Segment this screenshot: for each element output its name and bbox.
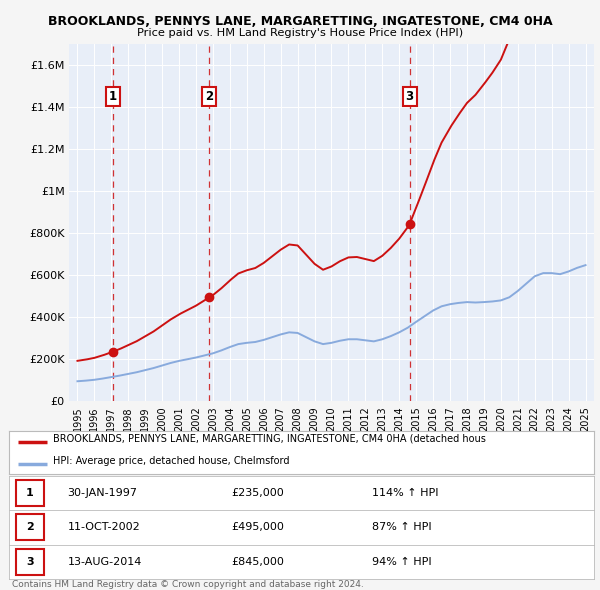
Text: HPI: Average price, detached house, Chelmsford: HPI: Average price, detached house, Chel… [53,455,289,466]
Text: £845,000: £845,000 [232,557,284,566]
Text: Price paid vs. HM Land Registry's House Price Index (HPI): Price paid vs. HM Land Registry's House … [137,28,463,38]
Text: £235,000: £235,000 [232,489,284,498]
Text: 11-OCT-2002: 11-OCT-2002 [67,523,140,532]
Text: 114% ↑ HPI: 114% ↑ HPI [372,489,438,498]
FancyBboxPatch shape [16,549,44,575]
Text: 2: 2 [205,90,213,103]
Text: 3: 3 [26,557,34,566]
Text: BROOKLANDS, PENNYS LANE, MARGARETTING, INGATESTONE, CM4 0HA (detached hous: BROOKLANDS, PENNYS LANE, MARGARETTING, I… [53,433,486,443]
Text: 3: 3 [406,90,414,103]
Text: 1: 1 [109,90,117,103]
Text: 1: 1 [26,489,34,498]
Text: 30-JAN-1997: 30-JAN-1997 [67,489,137,498]
Text: Contains HM Land Registry data © Crown copyright and database right 2024.
This d: Contains HM Land Registry data © Crown c… [12,580,364,590]
Text: 2: 2 [26,523,34,532]
FancyBboxPatch shape [16,514,44,540]
Text: 94% ↑ HPI: 94% ↑ HPI [372,557,431,566]
Text: 87% ↑ HPI: 87% ↑ HPI [372,523,431,532]
FancyBboxPatch shape [16,480,44,506]
Text: £495,000: £495,000 [232,523,284,532]
Text: BROOKLANDS, PENNYS LANE, MARGARETTING, INGATESTONE, CM4 0HA: BROOKLANDS, PENNYS LANE, MARGARETTING, I… [47,15,553,28]
Text: 13-AUG-2014: 13-AUG-2014 [67,557,142,566]
